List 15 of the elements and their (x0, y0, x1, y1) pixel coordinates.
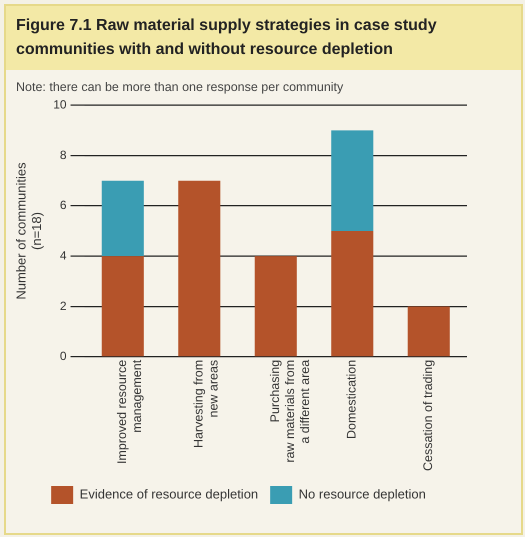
y-tick-label: 8 (60, 148, 67, 162)
y-tick-label: 2 (60, 298, 67, 313)
y-tick-label: 10 (53, 98, 67, 112)
legend-label: Evidence of resource depletion (80, 486, 258, 502)
x-tick-label: Improved resource management (115, 359, 144, 464)
x-tick-label: Harvesting from new areas (192, 360, 221, 448)
text: Note: there can be more than one response per community (15, 79, 344, 94)
y-tick-label: 6 (60, 198, 67, 212)
y-tick-label: 0 (60, 349, 67, 364)
y-tick-label: 4 (60, 248, 67, 262)
chart-title: Figure 7.1 Raw material supply strategies in case study communities with and without resource depletion (6, 6, 521, 70)
y-axis-title: Number of communities (n=18) (13, 162, 44, 300)
x-tick-label: Cessation of trading (421, 360, 436, 472)
legend-label: No resource depletion (298, 486, 426, 502)
x-tick-label: Domestication (344, 360, 359, 440)
